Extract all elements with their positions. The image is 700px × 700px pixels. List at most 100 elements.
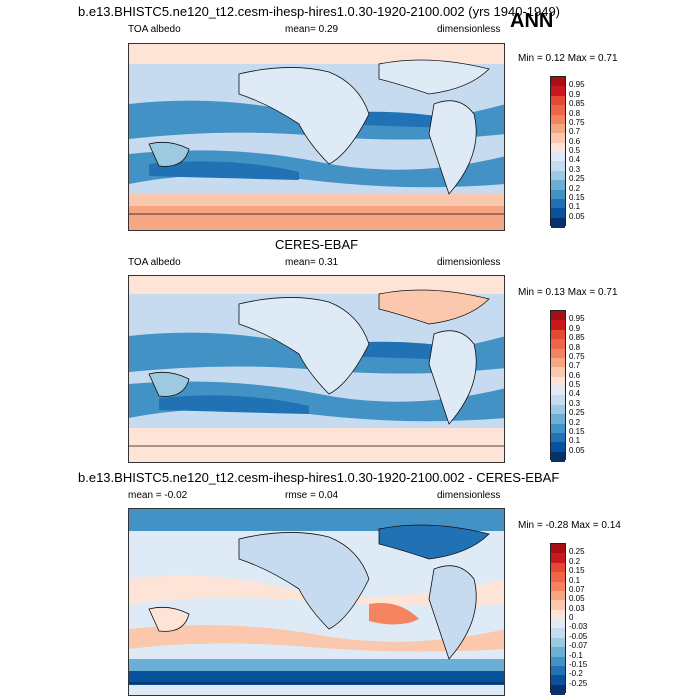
colorbar-tick-label: 0.03 <box>569 603 585 613</box>
colorbar-segment <box>551 590 565 601</box>
colorbar-tick-label: 0.15 <box>569 426 585 436</box>
colorbar-segment <box>551 572 565 582</box>
panel2-variable-label: TOA albedo <box>128 257 181 268</box>
colorbar-tick-label: 0.85 <box>569 99 585 109</box>
colorbar-segment <box>551 581 565 592</box>
panel2-minmax: Min = 0.13 Max = 0.71 <box>518 287 618 298</box>
colorbar-tick-label: 0.7 <box>569 361 581 371</box>
colorbar-tick-label: 0.95 <box>569 80 585 90</box>
colorbar-tick-label: 0.85 <box>569 333 585 343</box>
colorbar-segment <box>551 562 565 573</box>
colorbar-segment <box>551 123 565 134</box>
colorbar-segment <box>551 208 565 219</box>
panel2-map <box>128 275 505 463</box>
colorbar-segment <box>551 217 565 228</box>
colorbar-tick-label: 0.6 <box>569 370 581 380</box>
colorbar-tick-label: 0.2 <box>569 556 581 566</box>
colorbar-tick-label: -0.05 <box>569 631 588 641</box>
colorbar-tick-label: 0.9 <box>569 323 581 333</box>
colorbar-tick-label: 0.05 <box>569 594 585 604</box>
colorbar-segment <box>551 320 565 331</box>
colorbar-tick-label: 0.25 <box>569 547 585 557</box>
colorbar-tick-label: 0.2 <box>569 183 581 193</box>
colorbar-segment <box>551 180 565 190</box>
colorbar-tick-label: 0.05 <box>569 211 585 221</box>
colorbar-tick-label: 0.2 <box>569 417 581 427</box>
colorbar-segment <box>551 198 565 209</box>
colorbar-tick-label: 0.5 <box>569 380 581 389</box>
colorbar-tick-label: 0.07 <box>569 584 585 594</box>
colorbar-segment <box>551 348 565 359</box>
colorbar-segment <box>551 414 565 424</box>
colorbar-segment <box>551 86 565 97</box>
colorbar-segment <box>551 133 565 144</box>
colorbar-segment <box>551 77 565 87</box>
colorbar-tick-label: 0 <box>569 613 574 622</box>
colorbar-tick-label: -0.15 <box>569 659 588 669</box>
colorbar-tick-label: 0.5 <box>569 146 581 155</box>
colorbar-tick-label: -0.1 <box>569 650 583 660</box>
colorbar-segment <box>551 339 565 349</box>
colorbar-segment <box>551 675 565 686</box>
colorbar-tick-label: 0.3 <box>569 398 581 408</box>
panel1-map <box>128 43 505 231</box>
panel2-mean-label: mean= 0.31 <box>285 257 339 268</box>
panel3-title: b.e13.BHISTC5.ne120_t12.cesm-ihesp-hires… <box>78 470 560 485</box>
colorbar-segment <box>551 161 565 172</box>
panel3-mean-label: mean = -0.02 <box>128 490 188 501</box>
colorbar-segment <box>551 619 565 629</box>
colorbar-tick-label: 0.8 <box>569 108 581 118</box>
colorbar-segment <box>551 432 565 443</box>
colorbar-tick-label: 0.95 <box>569 314 585 324</box>
colorbar-segment <box>551 105 565 115</box>
colorbar-tick-label: 0.3 <box>569 164 581 174</box>
panel1-mean-label: mean= 0.29 <box>285 24 339 35</box>
panel3-colorbar <box>550 543 566 695</box>
panel1-units-label: dimensionless <box>437 24 501 35</box>
colorbar-segment <box>551 95 565 106</box>
colorbar-segment <box>551 142 565 153</box>
colorbar-tick-label: 0.75 <box>569 351 585 361</box>
colorbar-tick-label: 0.1 <box>569 202 581 212</box>
colorbar-segment <box>551 544 565 554</box>
colorbar-tick-label: -0.2 <box>569 669 583 679</box>
colorbar-segment <box>551 423 565 434</box>
colorbar-tick-label: 0.1 <box>569 436 581 446</box>
colorbar-segment <box>551 442 565 453</box>
colorbar-tick-label: -0.03 <box>569 622 588 632</box>
panel3-minmax: Min = -0.28 Max = 0.14 <box>518 520 621 531</box>
colorbar-segment <box>551 311 565 321</box>
colorbar-tick-label: 0.15 <box>569 566 585 576</box>
colorbar-segment <box>551 329 565 340</box>
colorbar-tick-label: 0.6 <box>569 136 581 146</box>
colorbar-segment <box>551 395 565 406</box>
colorbar-segment <box>551 170 565 181</box>
colorbar-segment <box>551 684 565 695</box>
colorbar-tick-label: 0.75 <box>569 117 585 127</box>
colorbar-tick-label: 0.15 <box>569 192 585 202</box>
colorbar-segment <box>551 404 565 415</box>
panel1-minmax: Min = 0.12 Max = 0.71 <box>518 53 618 64</box>
panel3-map <box>128 508 505 696</box>
colorbar-tick-label: 0.8 <box>569 342 581 352</box>
colorbar-segment <box>551 114 565 125</box>
colorbar-tick-label: 0.4 <box>569 155 581 165</box>
colorbar-segment <box>551 647 565 657</box>
colorbar-tick-label: 0.25 <box>569 408 585 418</box>
colorbar-segment <box>551 637 565 648</box>
run-title: b.e13.BHISTC5.ne120_t12.cesm-ihesp-hires… <box>78 4 561 19</box>
colorbar-segment <box>551 357 565 368</box>
colorbar-segment <box>551 451 565 462</box>
colorbar-tick-label: 0.9 <box>569 89 581 99</box>
colorbar-segment <box>551 656 565 667</box>
season-label: ANN <box>510 10 554 32</box>
colorbar-tick-label: -0.25 <box>569 678 588 688</box>
colorbar-segment <box>551 553 565 564</box>
panel1-variable-label: TOA albedo <box>128 24 181 35</box>
panel3-rmse-label: rmse = 0.04 <box>285 490 339 501</box>
panel2-colorbar <box>550 310 566 462</box>
colorbar-segment <box>551 189 565 200</box>
panel2-title: CERES-EBAF <box>275 237 359 252</box>
colorbar-tick-label: 0.25 <box>569 174 585 184</box>
colorbar-tick-label: -0.07 <box>569 641 588 651</box>
